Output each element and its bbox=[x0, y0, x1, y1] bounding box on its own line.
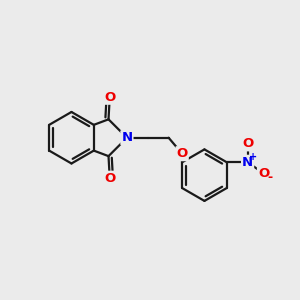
Text: +: + bbox=[249, 152, 257, 162]
Text: -: - bbox=[268, 171, 273, 184]
Text: O: O bbox=[176, 147, 188, 160]
Text: O: O bbox=[258, 167, 269, 180]
Text: O: O bbox=[104, 172, 116, 185]
Text: N: N bbox=[242, 156, 253, 169]
Text: O: O bbox=[242, 137, 253, 150]
Text: N: N bbox=[122, 131, 133, 144]
Text: O: O bbox=[104, 91, 116, 104]
